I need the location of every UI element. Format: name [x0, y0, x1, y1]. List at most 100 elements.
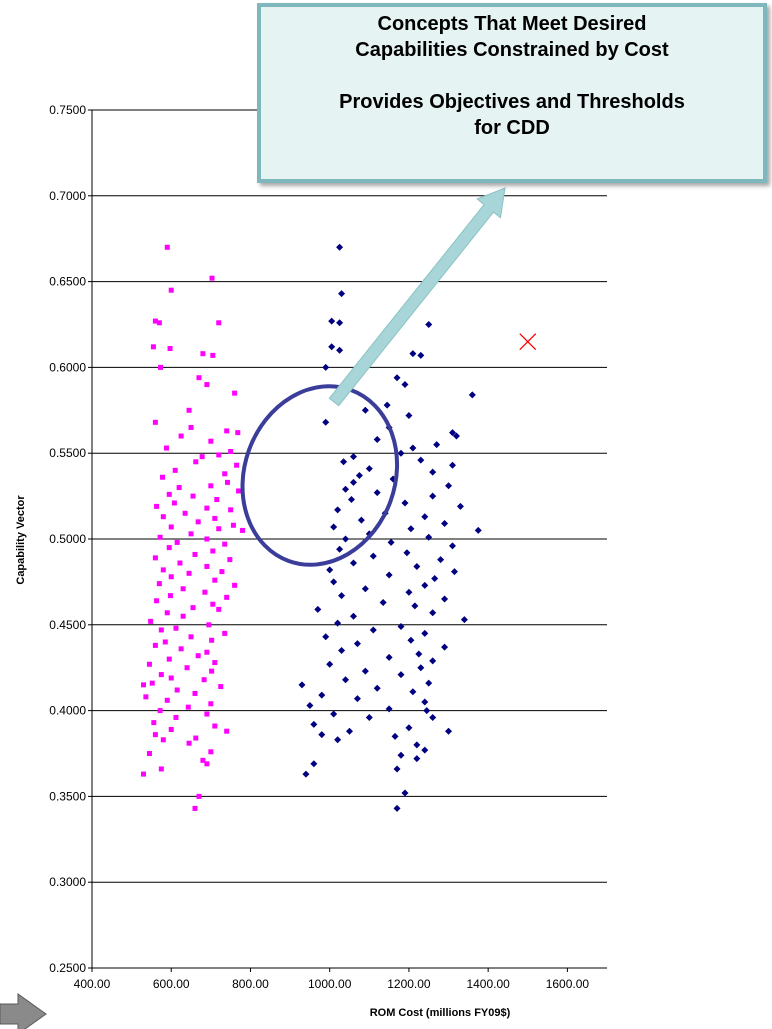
data-point-diamond — [322, 363, 330, 371]
data-point-diamond — [441, 595, 449, 603]
data-point-square — [167, 346, 173, 352]
data-point-diamond — [349, 453, 357, 461]
data-point-square — [199, 454, 205, 460]
data-point-square — [172, 467, 178, 473]
data-point-square — [164, 244, 170, 250]
data-point-diamond — [338, 647, 346, 655]
data-point-diamond — [328, 317, 336, 325]
data-point-square — [160, 514, 166, 520]
data-point-square — [216, 452, 222, 458]
data-point-square — [188, 424, 194, 430]
data-point-diamond — [353, 695, 361, 703]
data-point-diamond — [397, 751, 405, 759]
data-point-diamond — [452, 432, 460, 440]
data-point-square — [193, 459, 199, 465]
data-point-diamond — [322, 633, 330, 641]
data-point-square — [180, 613, 186, 619]
data-point-diamond — [403, 549, 411, 557]
data-point-square — [152, 318, 158, 324]
data-point-square — [168, 287, 174, 293]
data-point-diamond — [385, 653, 393, 661]
data-point-diamond — [334, 619, 342, 627]
data-point-diamond — [417, 664, 425, 672]
data-point-square — [188, 531, 194, 537]
data-point-diamond — [449, 429, 456, 437]
data-point-diamond — [336, 346, 344, 354]
data-point-square — [204, 505, 210, 511]
data-point-square — [204, 711, 210, 717]
data-point-square — [190, 493, 196, 499]
data-point-square — [222, 471, 228, 477]
data-point-diamond — [421, 746, 429, 754]
data-point-square — [173, 714, 179, 720]
data-point-square — [193, 735, 199, 741]
data-point-diamond — [391, 732, 399, 740]
data-point-square — [234, 462, 240, 468]
data-point-square — [154, 503, 160, 509]
data-point-diamond — [405, 588, 413, 596]
data-point-diamond — [431, 574, 439, 582]
data-point-square — [228, 507, 234, 513]
data-point-square — [148, 618, 154, 624]
data-point-diamond — [397, 671, 405, 679]
data-points — [141, 243, 537, 812]
annotations — [0, 187, 506, 1029]
data-point-diamond — [334, 506, 342, 514]
data-point-diamond — [385, 571, 393, 579]
data-point-diamond — [346, 727, 353, 735]
data-point-diamond — [425, 533, 433, 541]
y-tick-label: 0.4500 — [49, 618, 86, 632]
data-point-square — [188, 634, 194, 640]
data-point-diamond — [421, 581, 429, 589]
data-point-square — [164, 697, 170, 703]
data-point-square — [224, 728, 230, 734]
data-point-square — [166, 491, 172, 497]
data-point-diamond — [342, 485, 350, 493]
data-point-square — [196, 375, 202, 381]
data-point-square — [184, 665, 190, 671]
data-point-diamond — [326, 660, 334, 668]
data-point-diamond — [365, 713, 373, 721]
data-point-diamond — [397, 623, 405, 631]
data-point-diamond — [338, 592, 346, 600]
data-point-diamond — [338, 290, 346, 298]
data-point-square — [232, 390, 238, 396]
data-point-diamond — [429, 713, 437, 721]
data-point-diamond — [336, 319, 344, 327]
data-point-square — [232, 582, 238, 588]
data-point-square — [201, 677, 207, 683]
data-point-square — [209, 668, 215, 674]
data-point-diamond — [318, 691, 326, 699]
data-point-diamond — [369, 552, 377, 560]
data-point-diamond — [433, 441, 441, 449]
data-point-square — [152, 732, 158, 738]
y-tick-label: 0.6000 — [49, 360, 86, 374]
data-point-square — [190, 605, 196, 611]
data-point-square — [156, 320, 162, 326]
data-point-diamond — [401, 381, 409, 389]
data-point-square — [178, 646, 184, 652]
data-point-diamond — [429, 657, 437, 665]
data-point-square — [210, 548, 216, 554]
data-point-diamond — [342, 535, 350, 543]
data-point-diamond — [361, 667, 369, 675]
data-point-square — [210, 601, 216, 607]
data-point-square — [224, 428, 230, 434]
x-tick-label: 800.00 — [232, 977, 269, 991]
data-point-diamond — [302, 770, 310, 778]
data-point-square — [204, 563, 210, 569]
x-axis-title: ROM Cost (millions FY09$) — [370, 1007, 511, 1019]
data-point-square — [151, 720, 157, 726]
data-point-square — [160, 474, 166, 480]
data-point-diamond — [310, 760, 318, 768]
data-point-square — [152, 642, 158, 648]
y-tick-label: 0.7000 — [49, 189, 86, 203]
data-point-square — [224, 479, 230, 485]
y-axis-title: Capability Vector — [15, 495, 27, 585]
data-point-diamond — [336, 545, 344, 553]
callout-line-3: Provides Objectives and Thresholds — [339, 91, 685, 113]
data-point-diamond — [468, 391, 476, 399]
data-point-diamond — [421, 698, 429, 706]
data-point-square — [158, 672, 164, 678]
